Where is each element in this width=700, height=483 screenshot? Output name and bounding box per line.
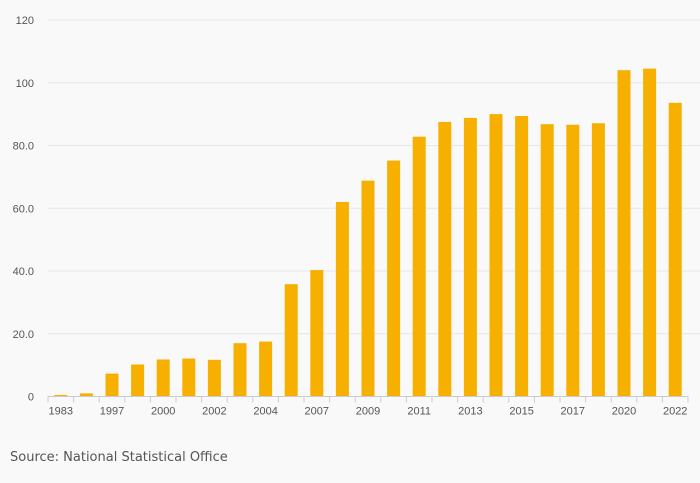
bar-2002 <box>207 359 221 397</box>
bar-1990 <box>79 393 93 397</box>
x-axis <box>47 396 689 403</box>
x-tick-label: 2007 <box>305 406 329 418</box>
bar-1983 <box>54 394 68 397</box>
bar-2016 <box>540 124 554 397</box>
bar-2003 <box>233 343 247 397</box>
bar-1999 <box>131 364 145 397</box>
x-tick-label: 2011 <box>407 406 431 418</box>
bar-2021 <box>643 68 657 397</box>
bar-2008 <box>335 201 349 397</box>
bar-2000 <box>156 359 170 397</box>
x-tick-label: 2004 <box>253 406 277 418</box>
bar-2009 <box>361 180 375 397</box>
x-tick-label: 2017 <box>561 406 585 418</box>
bar-2011 <box>412 136 426 397</box>
x-tick-label: 2002 <box>202 406 226 418</box>
y-tick-label: 100 <box>16 78 34 90</box>
x-tick-label: 2009 <box>356 406 380 418</box>
bar-2005 <box>284 284 298 397</box>
y-tick-label: 120 <box>16 15 34 27</box>
y-axis-tick-labels: 0 20.0 40.0 60.0 80.0 100 120 <box>13 15 34 404</box>
x-tick-label: 2015 <box>509 406 533 418</box>
y-tick-label: 20.0 <box>13 329 34 341</box>
bars <box>54 68 682 397</box>
bar-2001 <box>182 358 196 397</box>
x-tick-label: 2020 <box>612 406 636 418</box>
y-tick-label: 40.0 <box>13 266 34 278</box>
x-tick-label: 2000 <box>151 406 175 418</box>
x-tick-label: 2013 <box>458 406 482 418</box>
bar-2004 <box>259 341 273 397</box>
y-tick-label: 60.0 <box>13 203 34 215</box>
y-tick-label: 0 <box>28 392 34 404</box>
bar-2018 <box>591 123 605 397</box>
x-axis-tick-labels: 1983 1997 2000 2002 2004 2007 2009 2011 2013 2015… <box>49 406 688 418</box>
bar-2007 <box>310 270 324 397</box>
bar-2013 <box>463 117 477 397</box>
bar-chart: 0 20.0 40.0 60.0 80.0 100 120 1983 1997 2000 2002… <box>13 15 700 418</box>
bar-2014 <box>489 114 503 397</box>
bar-2010 <box>387 160 401 397</box>
x-tick-label: 1983 <box>49 406 73 418</box>
bar-2017 <box>566 124 580 397</box>
bar-1997 <box>105 373 119 397</box>
bar-2022 <box>668 102 682 397</box>
bar-2015 <box>515 116 529 397</box>
y-tick-label: 80.0 <box>13 141 34 153</box>
bar-2020 <box>617 70 631 397</box>
x-tick-label: 2022 <box>663 406 687 418</box>
source-note: Source: National Statistical Office <box>10 450 228 465</box>
x-tick-label: 1997 <box>100 406 124 418</box>
bar-2012 <box>438 121 452 397</box>
